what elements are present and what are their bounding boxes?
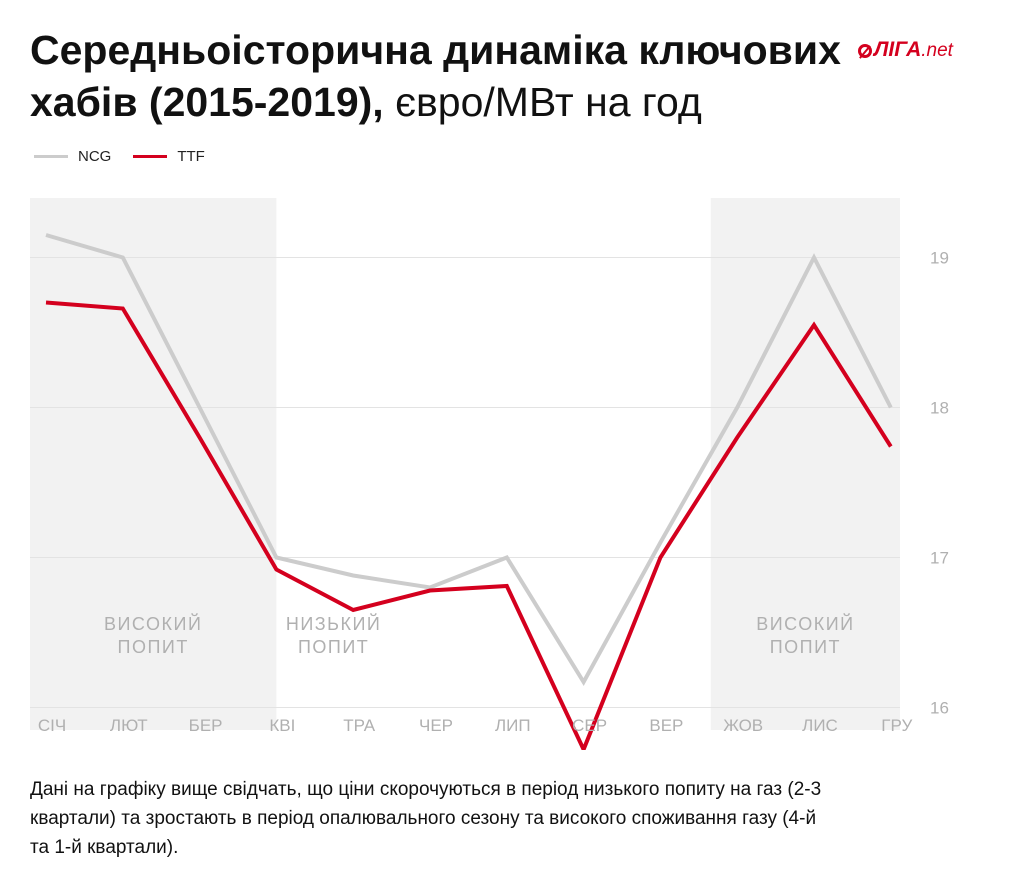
x-tick-label-8: ВЕР — [649, 716, 683, 735]
legend-item-ttf: TTF — [133, 148, 205, 165]
x-tick-label-7: СЕР — [572, 716, 607, 735]
band-labels: ВИСОКИЙ ПОПИТ НИЗЬКИЙ ПОПИТ ВИСОКИЙ ПОПИТ — [104, 613, 854, 657]
x-tick-label-9: ЖОВ — [723, 716, 763, 735]
band-shade-0 — [30, 198, 277, 730]
chart-title-main: Середньоісторична динаміка ключових хабі… — [30, 27, 841, 125]
series-line-ncg — [45, 233, 893, 686]
chart-title: Середньоісторична динаміка ключових хабі… — [30, 24, 850, 128]
chart-title-unit: євро/МВт на год — [395, 79, 702, 125]
x-tick-label-3: КВІ — [269, 716, 295, 735]
y-tick-label-18: 18 — [930, 399, 949, 418]
logo-net-text: .net — [921, 40, 953, 61]
line-chart: ВИСОКИЙ ПОПИТ НИЗЬКИЙ ПОПИТ ВИСОКИЙ ПОПИТ СІЧ… — [30, 198, 949, 750]
band-label-line2-1: ПОПИТ — [298, 637, 369, 657]
x-tick-label-4: ТРА — [343, 716, 376, 735]
demand-bands — [30, 198, 900, 730]
y-axis: 16 17 18 19 — [930, 249, 949, 718]
logo-text: ЛІГА — [874, 38, 922, 61]
legend-item-ncg: NCG — [34, 148, 111, 165]
band-label-line1-0: ВИСОКИЙ — [104, 613, 202, 634]
x-tick-label-10: ЛИС — [802, 716, 838, 735]
y-tick-label-17: 17 — [930, 549, 949, 568]
band-label-line2-2: ПОПИТ — [770, 637, 841, 657]
band-label-line1-2: ВИСОКИЙ — [756, 613, 854, 634]
x-tick-label-5: ЧЕР — [419, 716, 453, 735]
x-tick-label-2: БЕР — [189, 716, 223, 735]
band-label-line2-0: ПОПИТ — [118, 637, 189, 657]
chart-legend: NCG TTF — [34, 148, 227, 165]
x-tick-label-6: ЛИП — [495, 716, 531, 735]
x-tick-label-1: ЛЮТ — [110, 716, 148, 735]
chart-footnote: Дані на графіку вище свідчать, що ціни с… — [30, 779, 822, 858]
liga-net-logo[interactable]: ЛІГА.net — [858, 38, 953, 62]
y-tick-label-19: 19 — [930, 249, 949, 268]
x-tick-label-0: СІЧ — [38, 716, 66, 735]
y-tick-label-16: 16 — [930, 699, 949, 718]
band-shade-2 — [710, 198, 900, 730]
chart-series — [45, 233, 893, 750]
legend-label-ttf: TTF — [177, 148, 205, 165]
x-tick-label-11: ГРУ — [881, 716, 912, 735]
logo-mark-icon — [858, 44, 872, 58]
legend-swatch-ncg — [34, 155, 68, 158]
legend-label-ncg: NCG — [78, 148, 112, 165]
series-line-ttf — [45, 300, 893, 750]
band-label-line1-1: НИЗЬКИЙ — [286, 613, 381, 634]
x-axis: СІЧ ЛЮТ БЕР КВІ ТРА ЧЕР ЛИП СЕР ВЕР ЖОВ ЛИС ГРУ — [38, 716, 913, 735]
legend-swatch-ttf — [133, 155, 168, 158]
chart-grid — [30, 257, 900, 708]
